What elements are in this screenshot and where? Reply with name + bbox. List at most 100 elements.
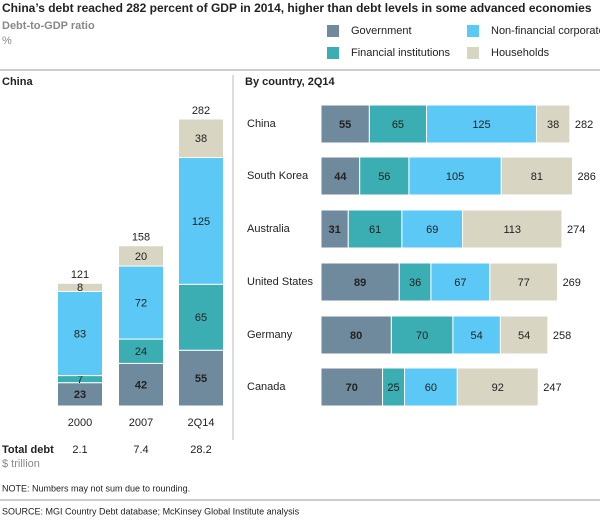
y-tick-label: China — [247, 118, 277, 130]
value-label: 54 — [518, 330, 530, 342]
value-label: 38 — [547, 119, 559, 131]
x-tick-label: 2Q14 — [188, 417, 215, 429]
legend-swatch — [327, 25, 339, 37]
bar-segment — [462, 209, 563, 249]
x-tick-label: 2007 — [129, 417, 153, 429]
value-label: 38 — [195, 133, 207, 145]
value-label: 113 — [504, 224, 522, 236]
value-label: 125 — [472, 119, 490, 131]
value-label: 65 — [195, 312, 207, 324]
value-label: 67 — [454, 277, 466, 289]
panel-title: By country, 2Q14 — [245, 76, 336, 88]
total-label: 282 — [575, 119, 593, 131]
value-label: 31 — [329, 224, 341, 236]
bar-segment — [320, 209, 349, 249]
value-label: 81 — [531, 171, 543, 183]
bar-segment — [398, 262, 432, 302]
value-label: 56 — [378, 171, 390, 183]
value-label: 80 — [350, 330, 362, 342]
value-label: 20 — [135, 251, 147, 263]
value-label: 125 — [192, 216, 210, 228]
legend-swatch — [467, 47, 479, 59]
value-label: 44 — [334, 171, 347, 183]
source: SOURCE: MGI Country Debt database; McKin… — [2, 506, 300, 516]
bar-segment — [535, 104, 571, 144]
bar-segment — [320, 104, 370, 144]
bar-segment — [499, 315, 549, 355]
bar-segment — [347, 209, 403, 249]
total-label: 247 — [543, 382, 561, 394]
bar-segment — [178, 349, 224, 407]
chart-title: China’s debt reached 282 percent of GDP … — [2, 1, 592, 15]
legend-label: Non-financial corporate — [491, 25, 600, 37]
bar-segment — [57, 282, 103, 292]
bar-segment — [489, 262, 559, 302]
bar-segment — [118, 245, 164, 267]
value-label: 61 — [369, 224, 381, 236]
y-tick-label: Canada — [247, 381, 286, 393]
bar-segment — [426, 104, 537, 144]
value-label: 70 — [416, 330, 428, 342]
value-label: 72 — [135, 297, 147, 309]
value-label: 69 — [426, 224, 438, 236]
y-tick-label: United States — [247, 276, 314, 288]
bar-segment — [178, 157, 224, 285]
total-label: 121 — [71, 269, 89, 281]
value-label: 23 — [74, 389, 86, 401]
value-label: 7 — [77, 374, 83, 386]
bar-segment — [401, 209, 464, 249]
bar-segment — [178, 118, 224, 159]
bar-segment — [118, 362, 164, 407]
total-label: 282 — [192, 105, 210, 117]
bar-segment — [178, 283, 224, 351]
bar-segment — [118, 265, 164, 340]
subtitle: Debt-to-GDP ratio — [2, 20, 95, 32]
value-label: 83 — [74, 328, 86, 340]
value-label: 25 — [387, 382, 399, 394]
y-tick-label: Germany — [247, 329, 293, 341]
total-debt-value: 2.1 — [72, 444, 87, 456]
value-label: 55 — [339, 119, 351, 131]
value-label: 105 — [446, 171, 464, 183]
legend-swatch — [327, 47, 339, 59]
bar-segment — [456, 367, 539, 407]
total-label: Total debt — [2, 444, 54, 456]
value-label: 77 — [518, 277, 530, 289]
bar-segment — [390, 315, 454, 355]
legend-label: Financial institutions — [351, 47, 451, 59]
y-tick-label: South Korea — [247, 170, 309, 182]
unit: % — [2, 35, 12, 47]
value-label: 89 — [354, 277, 366, 289]
value-label: 42 — [135, 380, 147, 392]
total-label: 258 — [553, 330, 571, 342]
total-debt-value: 7.4 — [133, 444, 148, 456]
bar-segment — [452, 315, 501, 355]
total-label: 158 — [132, 232, 150, 244]
panel-title: China — [2, 76, 33, 88]
bar-segment — [430, 262, 491, 302]
total-label: 274 — [567, 224, 585, 236]
value-label: 24 — [135, 346, 147, 358]
bar-segment — [118, 338, 164, 364]
value-label: 92 — [492, 382, 504, 394]
total-label: 286 — [578, 171, 596, 183]
bar-segment — [320, 367, 384, 407]
bar-segment — [57, 290, 103, 377]
y-tick-label: Australia — [247, 223, 291, 235]
bar-segment — [320, 315, 392, 355]
value-label: 60 — [425, 382, 437, 394]
value-label: 36 — [409, 277, 421, 289]
legend-swatch — [467, 25, 479, 37]
value-label: 70 — [346, 382, 358, 394]
value-label: 55 — [195, 373, 207, 385]
bar-segment — [404, 367, 458, 407]
legend-label: Households — [491, 47, 550, 59]
note: NOTE: Numbers may not sum due to roundin… — [2, 483, 190, 493]
total-unit: $ trillion — [2, 458, 40, 470]
value-label: 8 — [77, 282, 83, 294]
x-tick-label: 2000 — [68, 417, 92, 429]
legend-label: Government — [351, 25, 412, 37]
value-label: 65 — [392, 119, 404, 131]
total-label: 269 — [563, 277, 581, 289]
